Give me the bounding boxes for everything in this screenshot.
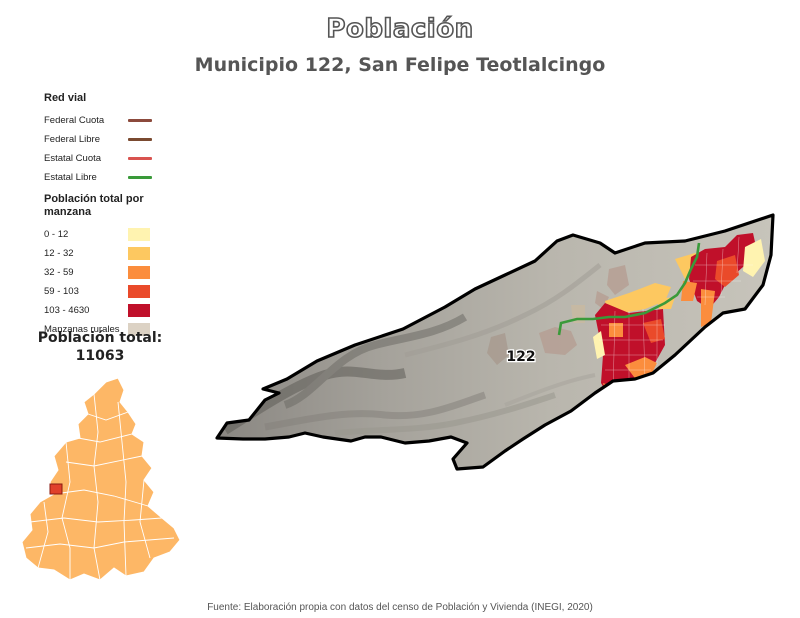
legend-class-3: 59 - 103 <box>44 282 174 301</box>
source-note: Fuente: Elaboración propia con datos del… <box>207 602 593 613</box>
block-grid <box>599 236 753 396</box>
terrain-relief <box>222 263 602 436</box>
color-swatch <box>128 323 150 336</box>
legend-road-federal-libre: Federal Libre <box>44 130 174 149</box>
color-swatch <box>128 228 150 241</box>
municipality-highlight <box>49 483 63 495</box>
legend-class-4: 103 - 4630 <box>44 301 174 320</box>
legend-class-rural: Manzanas rurales <box>44 320 174 339</box>
legend-class-2: 32 - 59 <box>44 263 174 282</box>
legend-class-1: 12 - 32 <box>44 244 174 263</box>
legend-label: Estatal Cuota <box>44 153 102 164</box>
legend-label: 103 - 4630 <box>44 305 90 316</box>
estatal-libre-road <box>557 242 701 336</box>
legend: Red vial Federal Cuota Federal Libre Est… <box>44 92 174 339</box>
total-population-value: 11063 <box>75 348 125 364</box>
road-line-swatch <box>128 119 152 122</box>
legend-label: 0 - 12 <box>44 229 69 240</box>
rural-blocks <box>487 265 629 365</box>
color-swatch <box>128 247 150 260</box>
state-locator-map <box>21 377 181 581</box>
legend-label: Estatal Libre <box>44 172 97 183</box>
legend-road-estatal-libre: Estatal Libre <box>44 168 174 187</box>
legend-label: 12 - 32 <box>44 248 74 259</box>
municipality-map: 122 <box>215 213 775 471</box>
municipality-outline <box>215 213 775 471</box>
road-line-swatch <box>128 176 152 179</box>
map-subtitle: Municipio 122, San Felipe Teotlalcingo <box>194 54 606 76</box>
map-title: Población <box>326 13 474 45</box>
total-population-label: Población total: <box>37 330 163 346</box>
road-legend-heading: Red vial <box>44 92 87 104</box>
road-line-swatch <box>128 157 152 160</box>
legend-label: 59 - 103 <box>44 286 79 297</box>
legend-class-0: 0 - 12 <box>44 225 174 244</box>
legend-road-estatal-cuota: Estatal Cuota <box>44 149 174 168</box>
legend-label: 32 - 59 <box>44 267 74 278</box>
municipality-label: 122 <box>506 349 535 365</box>
legend-label: Manzanas rurales <box>44 324 120 335</box>
legend-label: Federal Cuota <box>44 115 105 126</box>
color-swatch <box>128 304 150 317</box>
legend-road-federal-cuota: Federal Cuota <box>44 111 174 130</box>
population-legend-heading: Población total por manzana <box>44 193 144 218</box>
legend-label: Federal Libre <box>44 134 100 145</box>
color-swatch <box>128 266 150 279</box>
road-line-swatch <box>128 138 152 141</box>
color-swatch <box>128 285 150 298</box>
municipal-boundaries <box>25 393 175 581</box>
state-shape <box>21 377 181 581</box>
